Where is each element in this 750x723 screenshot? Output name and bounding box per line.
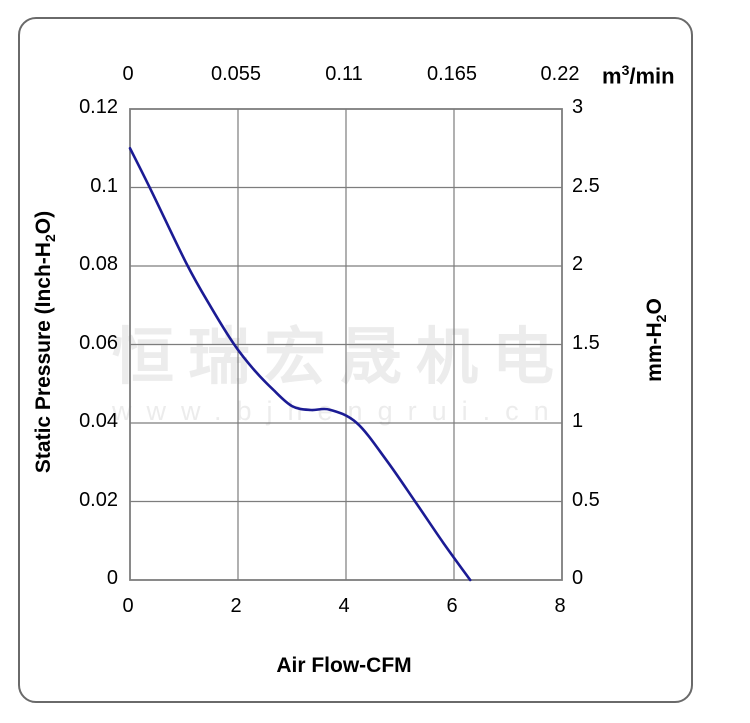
x-bottom-tick: 0 (122, 595, 134, 617)
y-right-tick: 1.5 (572, 331, 600, 354)
x-top-tick: 0 (122, 63, 134, 85)
x-bottom-tick: 4 (338, 595, 350, 617)
plot-area (128, 108, 563, 582)
x-bottom-axis-title: Air Flow-CFM (276, 654, 412, 677)
x-bottom-tick: 8 (554, 595, 566, 617)
y-left-tick: 0.02 (79, 488, 118, 511)
y-right-tick: 3 (572, 96, 584, 118)
x-bottom-tick: 2 (230, 595, 242, 617)
y-right-tick: 0 (572, 567, 584, 589)
plot-border (129, 108, 563, 581)
y-right-tick: 2.5 (572, 174, 600, 197)
x-bottom-tick: 6 (446, 595, 458, 617)
y-left-tick: 0.06 (79, 331, 118, 354)
y-left-tick: 0 (106, 567, 118, 589)
pressure-airflow-curve (128, 146, 472, 582)
x-top-axis-unit: m3/min (602, 62, 675, 89)
y-left-tick: 0.08 (79, 253, 118, 275)
y-left-axis-title: Static Pressure (Inch-H2O) (31, 210, 59, 474)
y-left-tick: 0.1 (90, 174, 118, 197)
y-left-tick: 0.04 (79, 410, 118, 432)
y-right-tick: 1 (572, 410, 584, 432)
watermark-chinese: 恒瑞宏晟机电 (112, 323, 569, 392)
x-top-tick: 0.11 (325, 63, 363, 85)
y-right-tick: 0.5 (572, 488, 600, 511)
x-top-tick: 0.22 (540, 63, 580, 85)
x-top-tick: 0.055 (210, 63, 262, 85)
y-left-tick: 0.12 (79, 96, 118, 118)
y-right-tick: 2 (572, 253, 584, 275)
x-top-tick: 0.165 (426, 63, 478, 85)
y-right-axis-title: mm-H2O (642, 298, 670, 382)
